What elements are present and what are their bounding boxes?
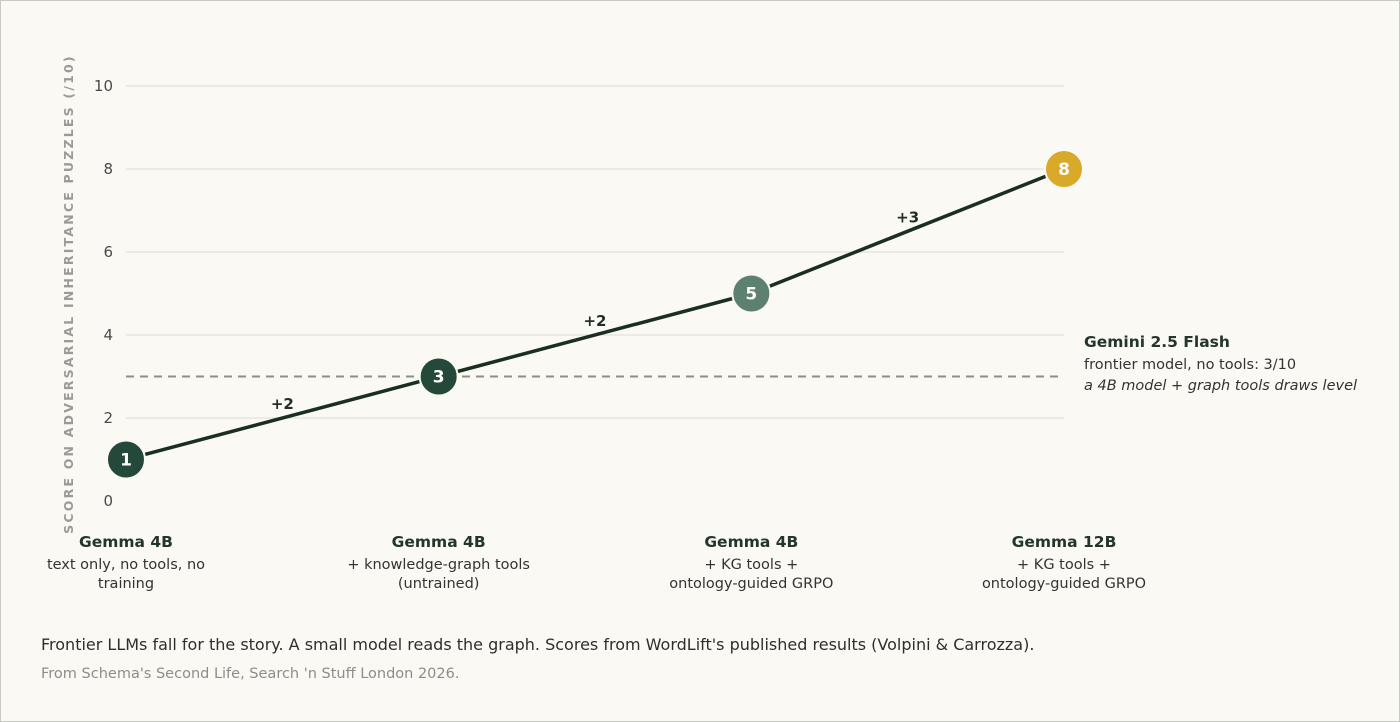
x-axis-categories: Gemma 4B text only, no tools, no training G… [47, 533, 1146, 592]
data-point-label: 8 [1058, 160, 1070, 180]
data-point [418, 356, 459, 397]
x-category-subtitle: + KG tools + [1017, 557, 1111, 573]
y-tick-label: 4 [103, 326, 113, 344]
chart-caption: Frontier LLMs fall for the story. A smal… [41, 635, 1035, 654]
x-category-subtitle: (untrained) [398, 576, 480, 592]
x-category-title: Gemma 4B [392, 533, 486, 551]
data-point-label: 3 [433, 368, 445, 388]
x-category-subtitle: ontology-guided GRPO [669, 576, 833, 592]
delta-label: +2 [583, 312, 606, 330]
reference-subtitle: frontier model, no tools: 3/10 [1084, 357, 1296, 373]
data-point [731, 273, 772, 314]
series-line-group [125, 167, 1065, 462]
reference-line-group: Gemini 2.5 Flash frontier model, no tools… [126, 333, 1357, 394]
gridlines [126, 85, 1064, 419]
delta-labels: +2 +2 +3 [271, 208, 919, 413]
delta-label: +3 [896, 208, 919, 226]
x-category-subtitle: + knowledge-graph tools [347, 557, 530, 573]
data-points: 1 3 5 8 [106, 149, 1084, 480]
x-category-subtitle: text only, no tools, no [47, 557, 205, 573]
y-tick-label: 8 [103, 160, 113, 178]
chart-source: From Schema's Second Life, Search 'n Stu… [41, 666, 460, 682]
y-tick-label: 0 [103, 492, 113, 510]
y-tick-label: 2 [103, 409, 113, 427]
data-point-label: 1 [120, 451, 132, 471]
reference-note: a 4B model + graph tools draws level [1084, 378, 1357, 394]
x-category-title: Gemma 4B [704, 533, 798, 551]
delta-label: +2 [271, 395, 294, 413]
series-line [125, 167, 1065, 462]
x-category-subtitle: training [98, 576, 154, 592]
data-point [106, 439, 146, 480]
x-category-title: Gemma 4B [79, 533, 173, 551]
data-point [1044, 149, 1084, 189]
data-point-label: 5 [745, 285, 757, 305]
x-category-subtitle: + KG tools + [704, 557, 798, 573]
y-axis-label: SCORE ON ADVERSARIAL INHERITANCE PUZZLES… [61, 54, 76, 534]
reference-title: Gemini 2.5 Flash [1084, 333, 1230, 351]
y-tick-label: 10 [94, 77, 113, 95]
x-category-title: Gemma 12B [1012, 533, 1117, 551]
y-tick-label: 6 [103, 243, 113, 261]
x-category-subtitle: ontology-guided GRPO [982, 576, 1146, 592]
y-axis-ticks: 0 2 4 6 8 10 [94, 77, 113, 510]
